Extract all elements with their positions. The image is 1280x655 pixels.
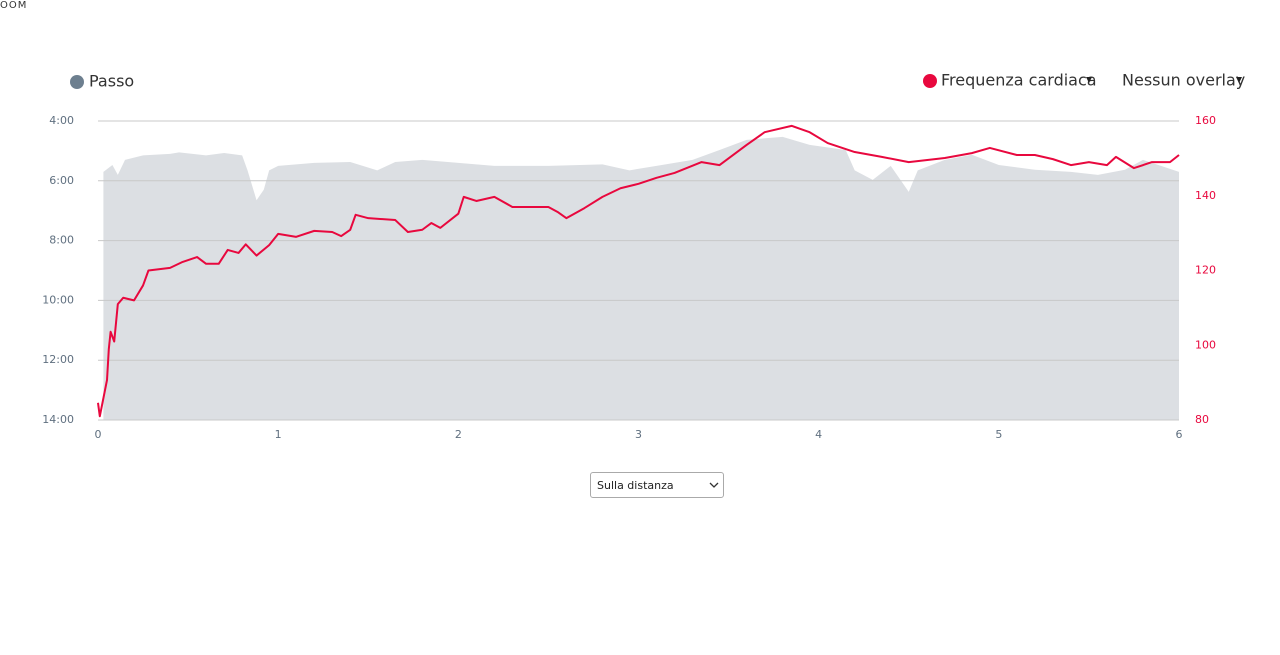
y2-tick-label: 160 — [1195, 114, 1216, 127]
pace-area — [103, 136, 1179, 421]
x-tick-label: 0 — [95, 428, 102, 441]
y2-tick-label: 80 — [1195, 413, 1209, 426]
x-tick-label: 6 — [1176, 428, 1183, 441]
legend-hr[interactable]: Frequenza cardiaca — [923, 71, 1097, 90]
header-text: OOM — [0, 0, 27, 11]
x-tick-label: 3 — [635, 428, 642, 441]
hr-line — [97, 124, 1180, 418]
select-label: Sulla distanza — [597, 479, 674, 492]
y2-tick-label: 100 — [1195, 338, 1216, 351]
x-tick-label: 2 — [455, 428, 462, 441]
y-tick-label: 6:00 — [49, 174, 74, 187]
dropdown-arrow — [1236, 77, 1242, 83]
overlay-label: Nessun overlay — [1122, 71, 1245, 90]
y-tick-label: 4:00 — [49, 114, 74, 127]
y-tick-label: 8:00 — [49, 234, 74, 247]
y-tick-label: 10:00 — [42, 293, 74, 306]
x-tick-label: 5 — [995, 428, 1002, 441]
x-tick-label: 1 — [275, 428, 282, 441]
y-tick-label: 12:00 — [42, 353, 74, 366]
x-mode-select[interactable]: Sulla distanza — [590, 472, 724, 498]
y-tick-label: 14:00 — [42, 413, 74, 426]
legend-pace[interactable]: Passo — [70, 72, 134, 91]
legend-dot — [70, 75, 84, 89]
legend-label: Passo — [89, 72, 134, 91]
legend-label: Frequenza cardiaca — [941, 71, 1097, 90]
y2-tick-label: 140 — [1195, 189, 1216, 202]
legend-dot — [923, 74, 937, 88]
x-tick-label: 4 — [815, 428, 822, 441]
dropdown-arrow — [1086, 77, 1092, 83]
overlay-menu[interactable]: Nessun overlay — [1122, 71, 1245, 90]
chevron — [709, 482, 719, 488]
y2-tick-label: 120 — [1195, 264, 1216, 277]
